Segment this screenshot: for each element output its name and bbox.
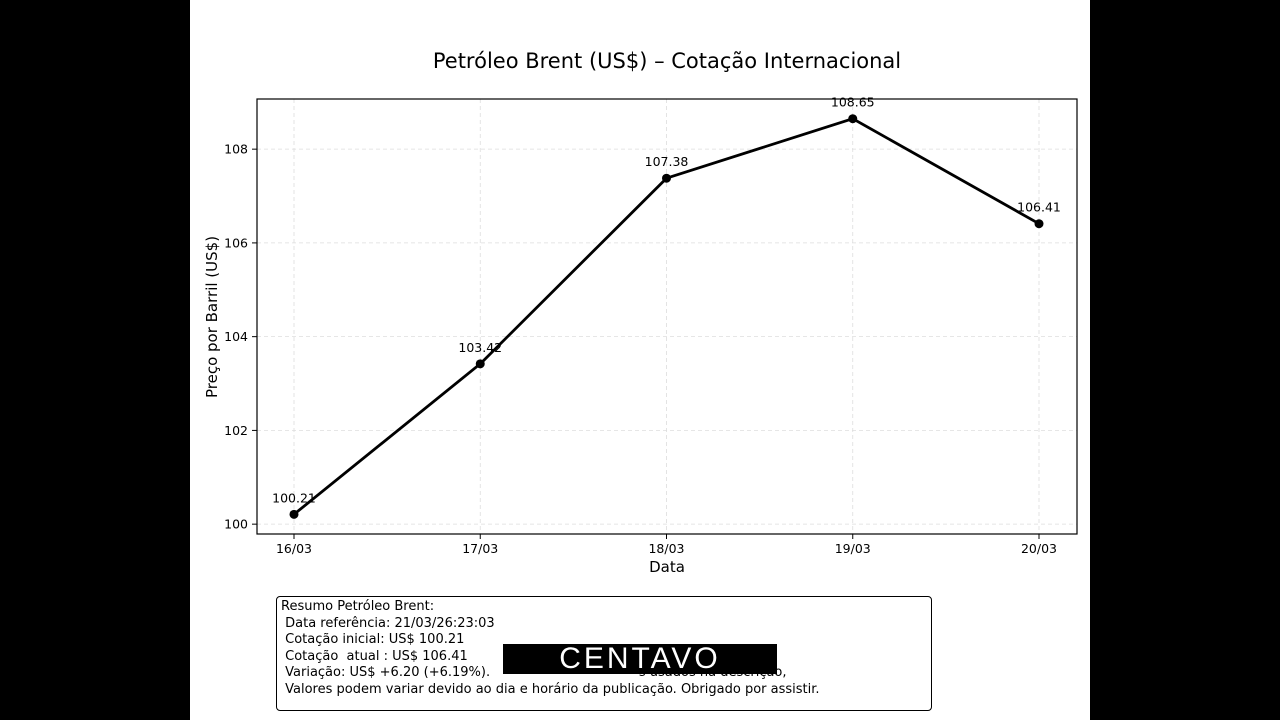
- x-tick-label: 20/03: [1021, 541, 1057, 556]
- chart-canvas: Petróleo Brent (US$) – Cotação Internaci…: [190, 0, 1090, 720]
- data-label: 103.42: [458, 340, 502, 355]
- y-tick-label: 104: [224, 329, 248, 344]
- summary-reference-date: Data referência: 21/03/26:23:03: [281, 615, 495, 631]
- watermark-logo: CENTAVO: [503, 644, 777, 674]
- y-tick-label: 108: [224, 142, 248, 157]
- line-chart: Petróleo Brent (US$) – Cotação Internaci…: [203, 49, 1078, 576]
- summary-current-price: Cotação atual : US$ 106.41: [281, 648, 468, 664]
- x-tick-label: 17/03: [462, 541, 498, 556]
- y-axis-label: Preço por Barril (US$): [203, 236, 221, 398]
- chart-title: Petróleo Brent (US$) – Cotação Internaci…: [433, 49, 901, 73]
- summary-title: Resumo Petróleo Brent:: [281, 599, 435, 614]
- x-tick-label: 16/03: [276, 541, 312, 556]
- x-tick-label: 18/03: [648, 541, 684, 556]
- data-point: [289, 509, 299, 519]
- x-axis-label: Data: [649, 558, 685, 576]
- x-tick-label: 19/03: [835, 541, 871, 556]
- summary-initial-price: Cotação inicial: US$ 100.21: [281, 632, 465, 647]
- data-point: [475, 359, 485, 369]
- data-point: [662, 173, 671, 183]
- summary-disclaimer: Valores podem variar devido ao dia e hor…: [281, 681, 820, 697]
- data-label: 107.38: [645, 154, 689, 169]
- summary-box: Resumo Petróleo Brent: Data referência: …: [276, 596, 932, 711]
- data-label: 100.21: [272, 490, 316, 505]
- y-tick-label: 102: [224, 423, 248, 438]
- data-label: 108.65: [831, 95, 875, 110]
- summary-variation: Variação: US$ +6.20 (+6.19%). s usados n…: [285, 665, 786, 680]
- data-point: [848, 114, 858, 124]
- y-tick-label: 106: [224, 235, 248, 250]
- data-point: [1034, 219, 1044, 229]
- y-tick-label: 100: [224, 517, 248, 532]
- data-label: 106.41: [1017, 200, 1061, 215]
